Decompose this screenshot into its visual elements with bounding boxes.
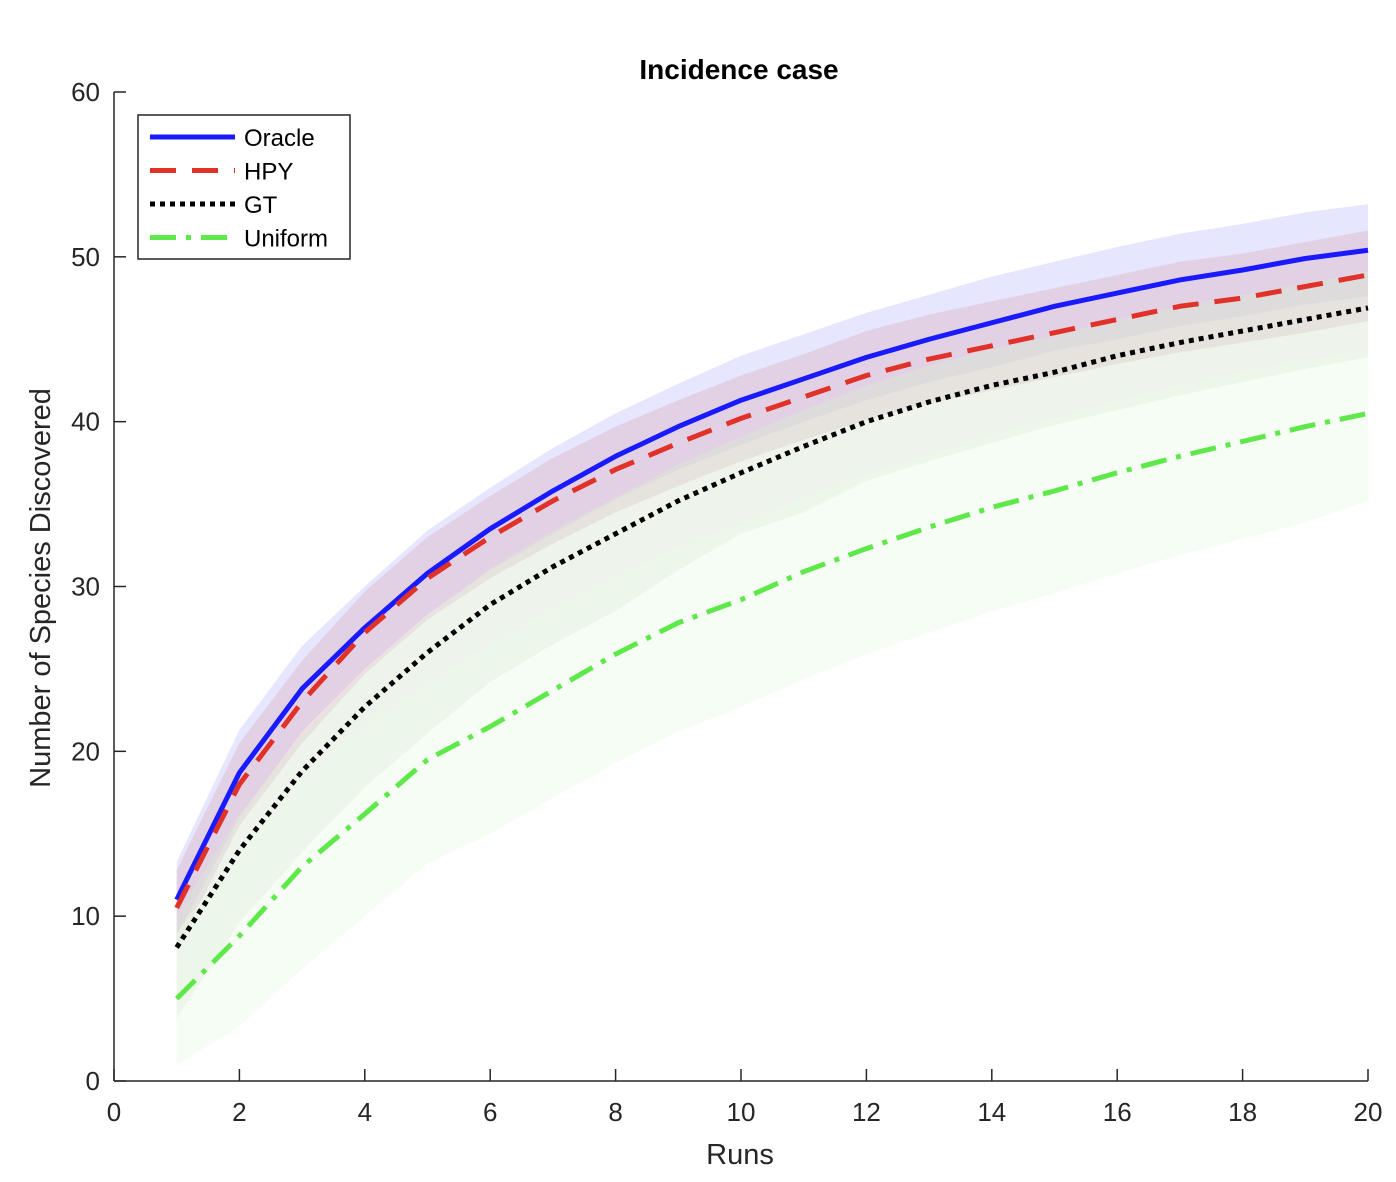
- hpy-legend-label: HPY: [244, 159, 293, 186]
- y-tick-label: 60: [71, 77, 100, 107]
- x-tick-label: 8: [608, 1097, 622, 1127]
- hpy-line: [174, 272, 1369, 910]
- x-tick-label: 18: [1228, 1097, 1257, 1127]
- chart-title: Incidence case: [639, 54, 838, 85]
- gt-band: [176, 271, 1369, 1019]
- x-tick-label: 6: [483, 1097, 497, 1127]
- oracle-legend-label: Oracle: [244, 125, 315, 152]
- x-tick-label: 4: [358, 1097, 372, 1127]
- x-tick-label: 2: [232, 1097, 246, 1127]
- uniform-legend-label: Uniform: [244, 226, 328, 253]
- y-tick-label: 0: [86, 1066, 100, 1096]
- legend: Oracle HPY GT Uniform: [137, 114, 351, 260]
- x-tick-label: 12: [852, 1097, 881, 1127]
- gt-line: [174, 305, 1369, 949]
- series-lines: [174, 247, 1369, 1001]
- y-tick-label: 20: [71, 736, 100, 766]
- x-tick-label: 16: [1103, 1097, 1132, 1127]
- oracle-band: [176, 204, 1369, 936]
- x-tick-label: 14: [977, 1097, 1006, 1127]
- uniform-band: [176, 352, 1369, 1065]
- y-tick-label: 10: [71, 901, 100, 931]
- y-axis-label: Number of Species Discovered: [25, 388, 57, 788]
- oracle-line: [174, 247, 1369, 901]
- axes: [113, 91, 1369, 1082]
- tick-labels: 0 2 4 6 8 10 12 14 16 18 20 0 10 20 30 40 50 60: [71, 77, 1382, 1127]
- y-tick-label: 30: [71, 572, 100, 602]
- uniform-line: [174, 410, 1369, 1001]
- x-tick-label: 0: [107, 1097, 121, 1127]
- y-tick-label: 40: [71, 407, 100, 437]
- gt-legend-label: GT: [244, 192, 278, 219]
- x-axis-label: Runs: [706, 1139, 774, 1171]
- x-tick-label: 20: [1354, 1097, 1383, 1127]
- y-tick-label: 50: [71, 242, 100, 272]
- x-tick-label: 10: [727, 1097, 756, 1127]
